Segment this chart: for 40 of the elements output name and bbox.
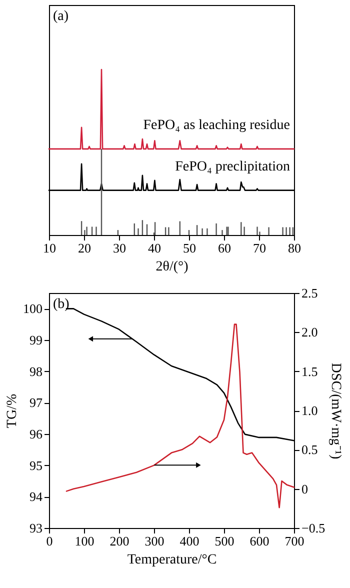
series-label: FePO₄ as leaching residue bbox=[143, 118, 290, 133]
x-tick-label: 100 bbox=[74, 534, 94, 548]
y2-tick-label: 0 bbox=[302, 481, 308, 496]
text: (a) bbox=[53, 9, 69, 24]
y-tick-label: 98 bbox=[30, 364, 42, 379]
y-tick-label: 95 bbox=[30, 458, 42, 473]
x-tick-label: 60 bbox=[218, 240, 231, 256]
x-tick-label: 500 bbox=[214, 534, 234, 548]
x-axis-title: Temperature/°C bbox=[127, 552, 217, 568]
x-tick-label: 10 bbox=[43, 240, 56, 256]
y-axis-title: TG/% bbox=[5, 394, 20, 428]
y2-axis-title: DSC/(mW·mg⁻¹) bbox=[328, 362, 344, 460]
y-tick-label: 100 bbox=[23, 301, 42, 316]
y-tick-label: 99 bbox=[30, 332, 42, 348]
annotation: (b) bbox=[53, 297, 70, 312]
x-tick-label: 20 bbox=[78, 240, 91, 256]
y-tick-label: 94 bbox=[30, 489, 43, 504]
x-tick-label: 200 bbox=[110, 534, 130, 548]
x-axis-title: 2θ/(°) bbox=[156, 260, 189, 274]
y2-tick-label: 2.0 bbox=[302, 324, 318, 340]
series-label: FePO₄ preclipitation bbox=[175, 159, 290, 174]
x-tick-label: 50 bbox=[183, 240, 196, 256]
x-tick-label: 300 bbox=[144, 534, 164, 548]
x-tick-label: 70 bbox=[253, 240, 266, 256]
x-tick-label: 80 bbox=[288, 240, 301, 256]
x-tick-label: 0 bbox=[46, 534, 53, 548]
y-tick-label: 97 bbox=[30, 395, 43, 410]
x-tick-label: 40 bbox=[148, 240, 161, 256]
x-tick-label: 30 bbox=[113, 240, 126, 256]
line-series bbox=[66, 324, 295, 508]
x-tick-label: 600 bbox=[250, 534, 270, 548]
y2-tick-label: 2.5 bbox=[302, 286, 318, 300]
y2-tick-label: 0.5 bbox=[302, 442, 318, 458]
x-tick-label: 400 bbox=[180, 534, 200, 548]
y-tick-label: 93 bbox=[30, 520, 42, 536]
y2-tick-label: 1.5 bbox=[302, 364, 318, 379]
y2-tick-label: 1.0 bbox=[302, 403, 318, 418]
y2-tick-label: −0.5 bbox=[302, 520, 326, 536]
x-tick-label: 700 bbox=[284, 534, 304, 548]
y-tick-label: 96 bbox=[30, 426, 43, 442]
